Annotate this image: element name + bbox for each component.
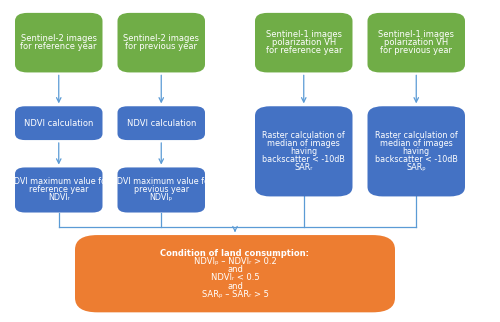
Text: Sentinel-1 images: Sentinel-1 images	[378, 30, 454, 39]
Text: for reference year: for reference year	[20, 42, 97, 51]
Text: NDVIₚ: NDVIₚ	[150, 194, 173, 203]
Text: SARₚ – SARᵣ > 5: SARₚ – SARᵣ > 5	[202, 290, 268, 299]
Text: having: having	[290, 147, 318, 156]
Text: NDVI maximum value for: NDVI maximum value for	[110, 177, 212, 186]
Text: Raster calculation of: Raster calculation of	[375, 131, 458, 140]
FancyBboxPatch shape	[118, 13, 205, 72]
Text: NDVIᵣ: NDVIᵣ	[48, 194, 70, 203]
Text: backscatter < -10dB: backscatter < -10dB	[262, 155, 345, 164]
FancyBboxPatch shape	[255, 13, 352, 72]
Text: NDVI calculation: NDVI calculation	[24, 119, 94, 128]
FancyBboxPatch shape	[118, 167, 205, 213]
FancyBboxPatch shape	[15, 13, 102, 72]
Text: and: and	[227, 282, 243, 291]
Text: having: having	[402, 147, 430, 156]
FancyBboxPatch shape	[118, 106, 205, 140]
Text: NDVIᵣ < 0.5: NDVIᵣ < 0.5	[210, 273, 260, 282]
Text: Sentinel-2 images: Sentinel-2 images	[21, 34, 97, 43]
Text: Condition of land consumption:: Condition of land consumption:	[160, 249, 310, 258]
FancyBboxPatch shape	[15, 167, 102, 213]
Text: polarization VH: polarization VH	[272, 38, 336, 47]
Text: NDVI maximum value for: NDVI maximum value for	[8, 177, 110, 186]
FancyBboxPatch shape	[368, 13, 465, 72]
Text: previous year: previous year	[134, 185, 189, 194]
Text: median of images: median of images	[380, 139, 452, 148]
Text: Sentinel-1 images: Sentinel-1 images	[266, 30, 342, 39]
FancyBboxPatch shape	[255, 106, 352, 196]
Text: median of images: median of images	[268, 139, 340, 148]
Text: and: and	[227, 265, 243, 274]
Text: polarization VH: polarization VH	[384, 38, 448, 47]
Text: SARₚ: SARₚ	[406, 163, 426, 172]
Text: for previous year: for previous year	[125, 42, 197, 51]
FancyBboxPatch shape	[75, 235, 395, 312]
Text: Raster calculation of: Raster calculation of	[262, 131, 345, 140]
Text: Sentinel-2 images: Sentinel-2 images	[123, 34, 199, 43]
Text: reference year: reference year	[29, 185, 88, 194]
Text: NDVI calculation: NDVI calculation	[126, 119, 196, 128]
FancyBboxPatch shape	[368, 106, 465, 196]
Text: for previous year: for previous year	[380, 46, 452, 55]
FancyBboxPatch shape	[15, 106, 102, 140]
Text: backscatter < -10dB: backscatter < -10dB	[375, 155, 458, 164]
Text: NDVIₚ – NDVIᵣ > 0.2: NDVIₚ – NDVIᵣ > 0.2	[194, 257, 276, 266]
Text: SARᵣ: SARᵣ	[294, 163, 313, 172]
Text: for reference year: for reference year	[266, 46, 342, 55]
